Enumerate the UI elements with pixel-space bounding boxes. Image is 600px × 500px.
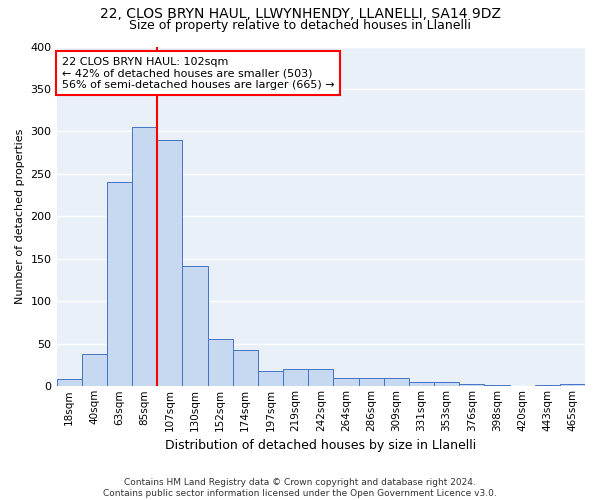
Bar [409,382,434,386]
Bar [359,378,383,386]
Bar [535,384,560,386]
Text: Size of property relative to detached houses in Llanelli: Size of property relative to detached ho… [129,18,471,32]
Bar [82,354,107,386]
Text: 22, CLOS BRYN HAUL, LLWYNHENDY, LLANELLI, SA14 9DZ: 22, CLOS BRYN HAUL, LLWYNHENDY, LLANELLI… [100,8,500,22]
Text: 22 CLOS BRYN HAUL: 102sqm
← 42% of detached houses are smaller (503)
56% of semi: 22 CLOS BRYN HAUL: 102sqm ← 42% of detac… [62,56,334,90]
Bar [107,182,132,386]
Bar [434,382,459,386]
Bar [308,370,334,386]
Bar [157,140,182,386]
Bar [258,371,283,386]
Bar [383,378,409,386]
X-axis label: Distribution of detached houses by size in Llanelli: Distribution of detached houses by size … [165,440,476,452]
Bar [132,127,157,386]
Bar [334,378,359,386]
Bar [208,338,233,386]
Y-axis label: Number of detached properties: Number of detached properties [15,128,25,304]
Bar [560,384,585,386]
Text: Contains HM Land Registry data © Crown copyright and database right 2024.
Contai: Contains HM Land Registry data © Crown c… [103,478,497,498]
Bar [484,384,509,386]
Bar [233,350,258,387]
Bar [283,370,308,386]
Bar [459,384,484,386]
Bar [56,380,82,386]
Bar [182,266,208,386]
